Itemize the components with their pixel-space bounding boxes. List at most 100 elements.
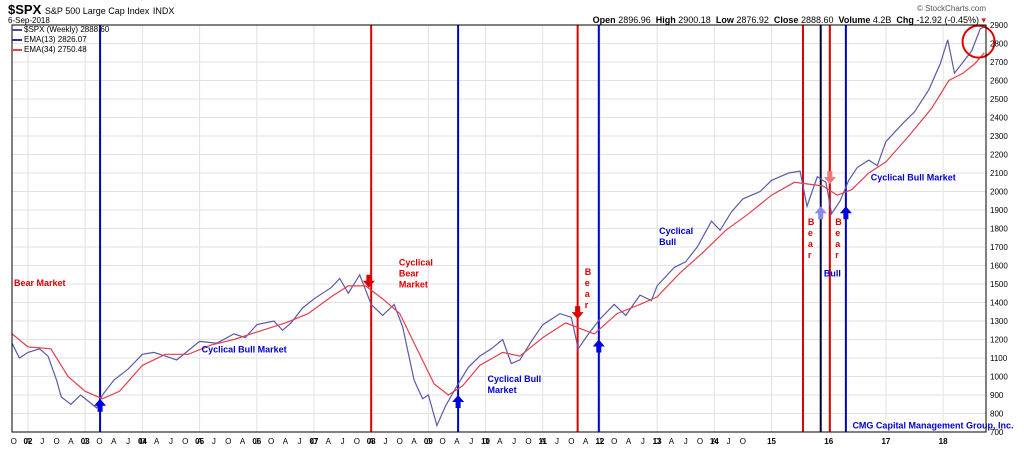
legend-item-ema13: EMA(13) 2826.07: [12, 35, 109, 45]
plot-frame: [11, 24, 987, 433]
x-month-label: A: [111, 437, 117, 446]
x-month-label: J: [212, 437, 216, 446]
x-month-label: J: [298, 437, 302, 446]
x-month-label: O: [268, 437, 274, 446]
x-year-label: 06: [252, 437, 261, 446]
x-month-label: J: [469, 437, 473, 446]
x-year-label: 03: [81, 437, 90, 446]
y-tick-label: 700: [990, 428, 1004, 437]
high-value: 2900.18: [678, 15, 711, 25]
annotation-label: a: [585, 289, 591, 299]
y-tick-label: 1100: [990, 354, 1008, 363]
legend: $SPX (Weekly) 2888.60 EMA(13) 2826.07 EM…: [12, 25, 109, 55]
annotation-label: Cyclical: [659, 226, 693, 236]
annotation-label: CMG Capital Management Group, Inc.: [852, 420, 1013, 430]
x-month-label: O: [225, 437, 231, 446]
x-month-label: O: [740, 437, 746, 446]
low-value: 2876.92: [736, 15, 769, 25]
x-month-label: O: [96, 437, 102, 446]
x-month-label: J: [383, 437, 387, 446]
arrow-up-icon: [839, 206, 852, 220]
x-month-label: A: [240, 437, 246, 446]
x-month-label: O: [182, 437, 188, 446]
x-year-label: 16: [824, 437, 833, 446]
x-year-label: 05: [195, 437, 204, 446]
y-tick-label: 1900: [990, 206, 1008, 215]
highlight-circle: [961, 24, 996, 59]
x-month-label: O: [611, 437, 617, 446]
x-year-label: 12: [595, 437, 604, 446]
x-month-label: A: [669, 437, 675, 446]
annotation-label: e: [585, 278, 590, 288]
x-year-label: 18: [939, 437, 948, 446]
chart-date: 6-Sep-2018: [8, 16, 50, 25]
annotation-label: r: [835, 250, 839, 260]
y-tick-label: 1400: [990, 299, 1008, 308]
annotation-label: Cyclical Bull: [488, 374, 542, 384]
x-month-label: J: [40, 437, 44, 446]
x-month-label: A: [712, 437, 718, 446]
annotation-label: Cyclical: [399, 258, 433, 268]
series-line: [11, 52, 985, 400]
x-month-label: J: [426, 437, 430, 446]
chg-down-icon: ▾: [981, 15, 986, 25]
arrow-down-icon: [362, 274, 375, 288]
quote-bar: Open 2896.96 High 2900.18 Low 2876.92 Cl…: [593, 15, 986, 26]
arrow-up-icon: [94, 398, 107, 412]
x-month-label: A: [583, 437, 589, 446]
chart-title: $SPX S&P 500 Large Cap Index INDX: [8, 2, 174, 17]
x-month-label: J: [684, 437, 688, 446]
legend-item-ema34: EMA(34) 2750.48: [12, 45, 109, 55]
x-year-label: 13: [653, 437, 662, 446]
y-tick-label: 900: [990, 391, 1004, 400]
arrow-up-icon: [592, 339, 605, 353]
x-year-label: 14: [710, 437, 719, 446]
x-month-label: J: [341, 437, 345, 446]
x-month-label: A: [326, 437, 332, 446]
y-tick-label: 1300: [990, 317, 1008, 326]
x-year-label: 04: [138, 437, 147, 446]
arrow-down-icon: [823, 171, 836, 185]
x-month-label: O: [654, 437, 660, 446]
x-year-label: 15: [767, 437, 776, 446]
y-tick-label: 2100: [990, 169, 1008, 178]
x-month-label: A: [497, 437, 503, 446]
legend-label: EMA(13) 2826.07: [24, 35, 87, 44]
y-tick-label: 1000: [990, 373, 1008, 382]
credit-label: © StockCharts.com: [916, 4, 986, 13]
x-month-label: J: [126, 437, 130, 446]
x-month-label: A: [411, 437, 417, 446]
annotation-label: Cyclical Bull Market: [202, 344, 287, 354]
annotation-label: r: [585, 300, 589, 310]
y-tick-label: 2900: [990, 21, 1008, 30]
x-month-label: J: [641, 437, 645, 446]
y-axis: 700 800 900 1000 1100 1200 1300 1400 1500 1600 170…: [990, 21, 1008, 437]
y-tick-label: 2200: [990, 151, 1008, 160]
x-year-label: 09: [424, 437, 433, 446]
index-name: S&P 500 Large Cap Index: [44, 6, 150, 16]
x-month-label: O: [11, 437, 17, 446]
exchange: INDX: [152, 6, 175, 16]
x-year-label: 08: [367, 437, 376, 446]
symbol: $SPX: [8, 2, 42, 17]
annotation-label: Bear Market: [14, 278, 66, 288]
close-label: Close: [773, 15, 799, 25]
arrow-down-icon: [571, 306, 584, 320]
x-month-label: A: [68, 437, 74, 446]
cycle-lines: [99, 25, 847, 432]
series-line: [11, 26, 985, 428]
x-month-label: A: [197, 437, 203, 446]
legend-swatch: [12, 49, 22, 51]
chg-label: Chg: [896, 15, 914, 25]
x-month-label: A: [626, 437, 632, 446]
volume-value: 4.2B: [872, 15, 892, 25]
open-value: 2896.96: [618, 15, 651, 25]
open-label: Open: [592, 15, 616, 25]
annotation-label: Bear: [399, 269, 420, 279]
x-month-label: O: [397, 437, 403, 446]
annotation-label: Bull: [824, 269, 841, 279]
y-tick-label: 2500: [990, 95, 1008, 104]
annotation-label: B: [585, 267, 592, 277]
